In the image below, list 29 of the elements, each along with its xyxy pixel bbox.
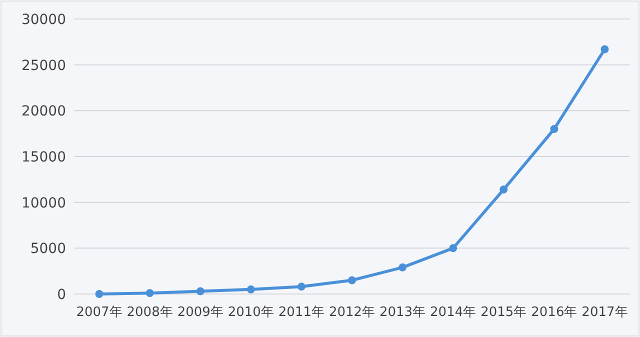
y-tick-label: 30000 bbox=[21, 12, 66, 28]
point bbox=[246, 285, 255, 294]
x-tick-label: 2007年 bbox=[76, 305, 122, 320]
y-tick-label: 15000 bbox=[21, 150, 66, 166]
y-tick-label: 25000 bbox=[21, 58, 66, 74]
x-tick-label: 2011年 bbox=[278, 305, 324, 320]
point bbox=[398, 263, 407, 272]
y-tick-label: 0 bbox=[57, 287, 66, 303]
point bbox=[600, 45, 609, 54]
y-tick-label: 20000 bbox=[21, 104, 66, 120]
x-tick-label: 2015年 bbox=[480, 305, 527, 320]
point bbox=[550, 125, 558, 133]
point bbox=[348, 276, 356, 284]
x-tick-label: 2013年 bbox=[380, 305, 426, 320]
x-tick-label: 2008年 bbox=[126, 305, 173, 320]
point bbox=[146, 289, 154, 298]
point bbox=[95, 290, 104, 298]
y-tick-label: 10000 bbox=[21, 195, 66, 212]
y-tick-label: 5000 bbox=[30, 241, 66, 258]
x-tick-label: 2010年 bbox=[228, 305, 274, 320]
point bbox=[449, 244, 458, 252]
x-tick-label: 2016年 bbox=[531, 305, 578, 320]
point bbox=[196, 287, 204, 296]
x-tick-label: 2009年 bbox=[177, 305, 224, 320]
x-tick-label: 2014年 bbox=[430, 305, 476, 320]
point bbox=[297, 282, 306, 291]
point bbox=[500, 186, 508, 194]
x-tick-label: 2012年 bbox=[328, 305, 376, 320]
x-tick-label: 2017年 bbox=[582, 305, 628, 320]
